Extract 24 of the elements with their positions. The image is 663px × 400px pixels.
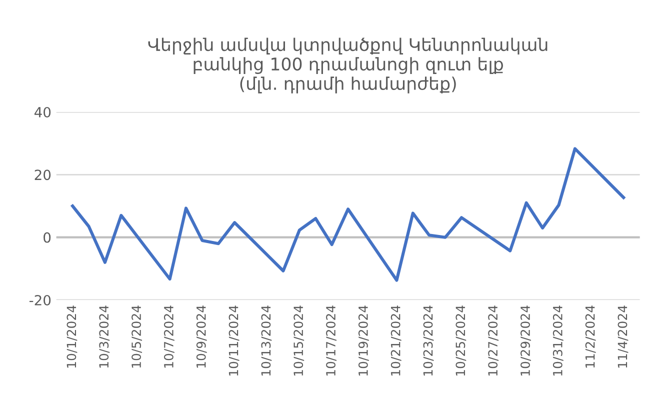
chart-title: Վերջին ամսվա կտրվածքով Կենտրոնական բանկից 100 դրամանոցի զուտ ելք (մլն. դրամի համարժեք) [148,38,548,94]
x-tick-label: 10/29/2024 [520,306,531,376]
x-tick-label: 10/19/2024 [358,306,369,376]
x-tick-label: 10/1/2024 [66,306,78,368]
y-tick-label: 20 [34,170,51,180]
x-tick-label: 10/5/2024 [132,306,142,368]
x-tick-label: 10/31/2024 [552,306,564,376]
x-tick-label: 10/27/2024 [488,306,499,376]
y-tick-label: -20 [29,294,51,306]
x-tick-label: 10/7/2024 [164,306,174,368]
x-tick-label: 10/13/2024 [261,306,272,376]
x-tick-label: 10/23/2024 [423,306,434,376]
x-tick-label: 10/3/2024 [99,306,110,368]
x-tick-label: 10/11/2024 [228,306,240,376]
x-tick-label: 11/4/2024 [618,306,628,368]
x-tick-label: 10/21/2024 [390,306,402,376]
y-tick-label: 0 [44,232,51,243]
x-tick-label: 10/15/2024 [294,306,304,376]
x-tick-label: 10/17/2024 [326,306,336,376]
x-tick-label: 11/2/2024 [585,306,596,368]
y-tick-label: 40 [34,106,51,118]
line-series [71,147,626,282]
x-tick-label: 10/9/2024 [196,306,207,368]
x-tick-label: 10/25/2024 [456,306,466,376]
